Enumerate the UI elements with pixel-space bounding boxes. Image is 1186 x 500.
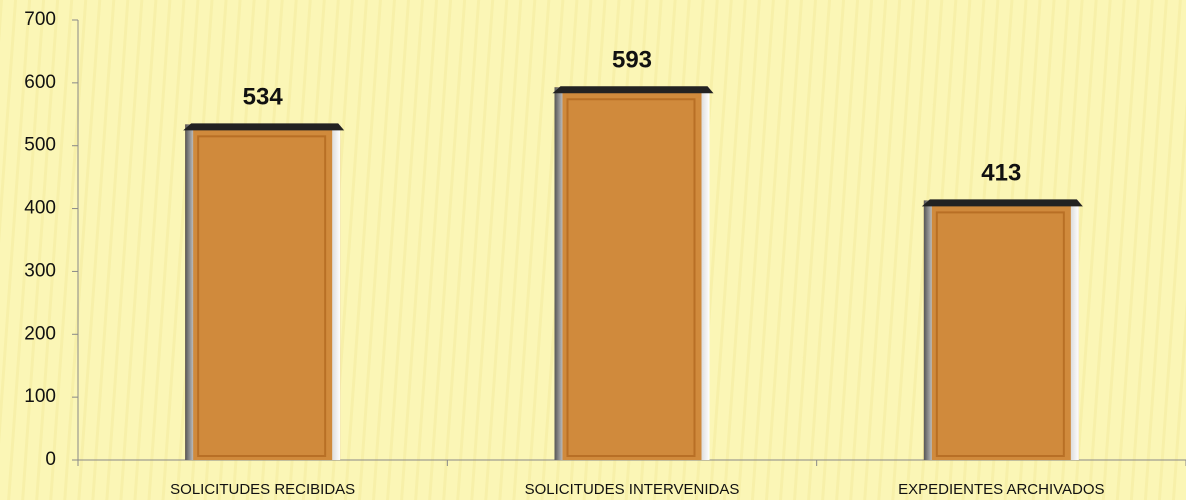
y-tick-label: 0	[45, 449, 56, 470]
bar-left-edge	[923, 200, 932, 460]
y-tick-label: 100	[24, 386, 56, 407]
bar-top	[183, 123, 345, 131]
bar-right-edge	[1070, 200, 1079, 460]
bar-inner	[566, 98, 696, 457]
x-tick-label: EXPEDIENTES ARCHIVADOS	[898, 481, 1104, 498]
y-tick-label: 400	[24, 198, 56, 219]
y-tick-label: 700	[24, 9, 56, 30]
y-tick-label: 500	[24, 135, 56, 156]
bar-top	[921, 199, 1083, 207]
bar	[554, 87, 710, 460]
y-tick-label: 200	[24, 323, 56, 344]
y-tick-label: 600	[24, 72, 56, 93]
bar-inner	[935, 211, 1065, 457]
value-label: 534	[243, 84, 284, 111]
value-label: 413	[981, 160, 1021, 187]
x-tick-label: SOLICITUDES RECIBIDAS	[170, 481, 355, 498]
bar	[923, 200, 1079, 460]
bar-right-edge	[701, 87, 710, 460]
bar	[185, 124, 341, 460]
bar-top	[552, 86, 714, 94]
bar-right-edge	[332, 124, 341, 460]
y-tick-label: 300	[24, 260, 56, 281]
bar-inner	[197, 135, 327, 457]
bar-left-edge	[185, 124, 194, 460]
x-tick-label: SOLICITUDES INTERVENIDAS	[525, 481, 740, 498]
bar-left-edge	[554, 87, 563, 460]
value-label: 593	[612, 47, 652, 74]
